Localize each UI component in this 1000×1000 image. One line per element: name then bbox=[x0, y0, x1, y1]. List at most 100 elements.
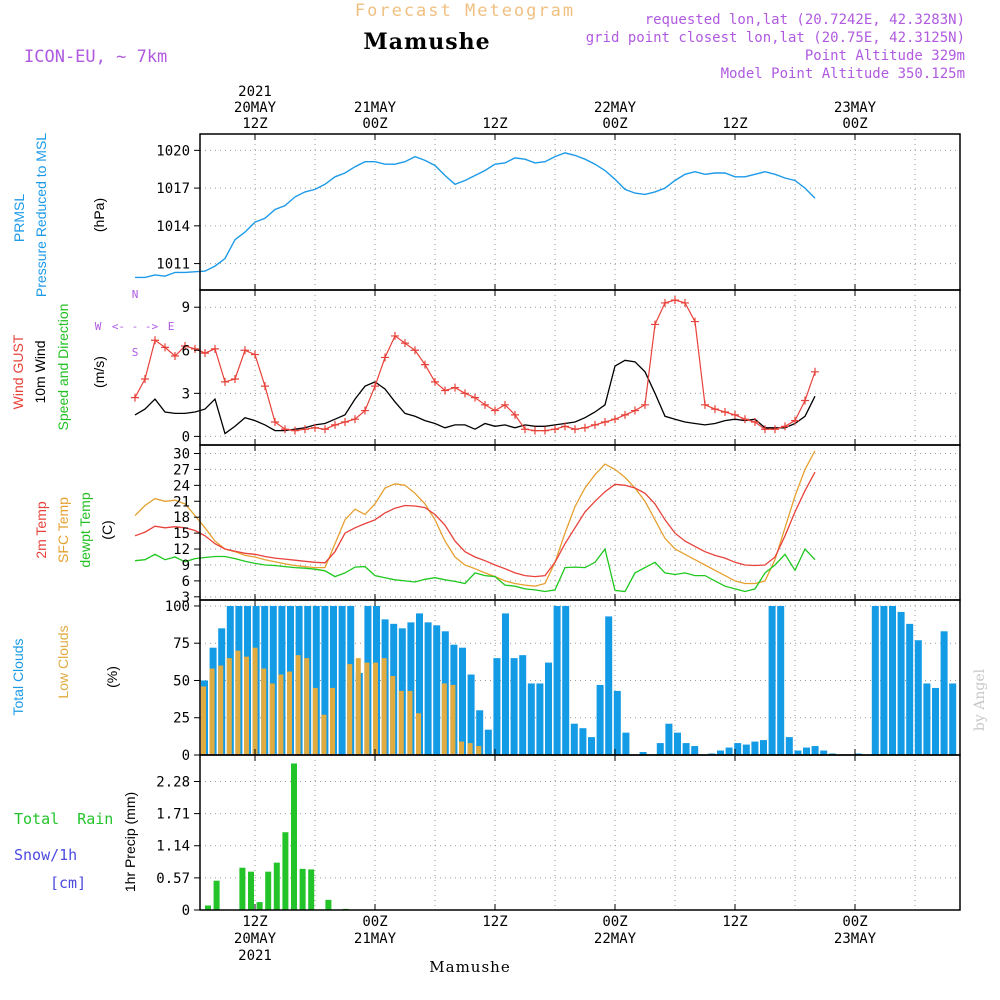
bottom-time-label: 2021 bbox=[238, 948, 272, 964]
ytick-label: 1014 bbox=[156, 219, 190, 235]
gust-point bbox=[771, 425, 779, 434]
bottom-time-label: 21MAY bbox=[354, 931, 397, 947]
temp-unit: (C) bbox=[99, 520, 115, 539]
total-cloud-bar bbox=[820, 750, 828, 755]
low-cloud-bar bbox=[450, 684, 456, 755]
ytick-label: 1.14 bbox=[156, 839, 190, 855]
low-clouds-label: Low Clouds bbox=[55, 625, 71, 698]
top-time-label: 2021 bbox=[238, 84, 272, 100]
pressure-label-prmsl: PRMSL bbox=[11, 194, 27, 242]
ytick-label: 27 bbox=[173, 462, 190, 478]
watermark: by Angel bbox=[972, 668, 988, 731]
total-cloud-bar bbox=[519, 655, 527, 755]
total-cloud-bar bbox=[493, 658, 501, 755]
gust-point bbox=[511, 410, 519, 419]
gust-point bbox=[641, 400, 649, 409]
low-cloud-bar bbox=[244, 656, 249, 755]
gust-point bbox=[361, 406, 369, 415]
total-cloud-bar bbox=[940, 631, 948, 755]
model-altitude: Model Point Altitude 350.125m bbox=[721, 66, 965, 82]
total-cloud-bar bbox=[717, 750, 724, 755]
total-cloud-bar bbox=[674, 732, 681, 755]
gust-point bbox=[311, 423, 319, 432]
ytick-label: 9 bbox=[182, 558, 190, 574]
gust-point bbox=[191, 344, 199, 353]
ytick-label: 15 bbox=[173, 526, 190, 542]
total-cloud-bar bbox=[338, 605, 346, 755]
total-cloud-bar bbox=[269, 605, 277, 755]
total-cloud-bar bbox=[803, 747, 810, 755]
top-time-label: 12Z bbox=[242, 116, 267, 132]
gust-point bbox=[561, 422, 569, 431]
ytick-label: 0.57 bbox=[156, 871, 190, 887]
pressure-unit: (hPa) bbox=[91, 198, 107, 232]
rain-bar bbox=[256, 902, 263, 910]
gust-point bbox=[341, 418, 349, 427]
top-time-label: 12Z bbox=[482, 116, 507, 132]
banner-title: Forecast Meteogram bbox=[355, 1, 575, 21]
total-cloud-bar bbox=[476, 710, 484, 755]
rain-bar bbox=[265, 871, 272, 910]
total-cloud-bar bbox=[914, 640, 922, 755]
gust-point bbox=[491, 406, 499, 415]
low-cloud-bar bbox=[347, 664, 353, 755]
total-cloud-bar bbox=[734, 743, 742, 755]
panel-frame-precip bbox=[199, 754, 961, 911]
gust-point bbox=[441, 386, 449, 395]
low-cloud-bar bbox=[252, 647, 258, 755]
gust-point bbox=[721, 407, 729, 416]
gust-point bbox=[241, 346, 249, 355]
low-cloud-bar bbox=[201, 686, 206, 755]
gust-point bbox=[571, 425, 579, 434]
frames-layer bbox=[199, 133, 961, 911]
rain-bar bbox=[205, 905, 211, 910]
low-cloud-bar bbox=[269, 683, 275, 755]
gust-point bbox=[591, 420, 599, 429]
gust-point bbox=[251, 350, 259, 359]
gust-point bbox=[621, 410, 629, 419]
location-title: Mamushe bbox=[363, 29, 490, 55]
total-cloud-bar bbox=[588, 737, 595, 755]
total-cloud-bar bbox=[742, 744, 750, 755]
gust-point bbox=[551, 425, 559, 434]
total-cloud-bar bbox=[459, 647, 466, 755]
pressure-label-group: PRMSL Pressure Reduced to MSL (hPa) bbox=[11, 133, 107, 297]
ytick-label: 0 bbox=[182, 429, 190, 445]
clouds-unit: (%) bbox=[104, 666, 120, 688]
total-cloud-bar bbox=[949, 683, 957, 755]
pressure-label-desc: Pressure Reduced to MSL bbox=[33, 133, 49, 297]
low-cloud-bar bbox=[330, 687, 335, 755]
temp-label-group: 2m Temp SFC Temp dewpt Temp (C) bbox=[33, 492, 115, 567]
total-clouds-label: Total Clouds bbox=[10, 638, 26, 715]
total-cloud-bar bbox=[553, 605, 561, 755]
ytick-label: 24 bbox=[173, 478, 190, 494]
gust-point bbox=[681, 298, 689, 307]
total-cloud-bar bbox=[579, 728, 587, 755]
total-cloud-bar bbox=[785, 737, 793, 755]
compass-s: S bbox=[132, 346, 139, 359]
temp-2m-label: 2m Temp bbox=[33, 501, 49, 559]
gust-point bbox=[321, 425, 329, 434]
gust-point bbox=[751, 418, 759, 427]
gust-point bbox=[651, 320, 659, 329]
ytick-label: 6 bbox=[182, 343, 190, 359]
gust-point bbox=[421, 360, 429, 369]
ytick-label: 2.28 bbox=[156, 774, 190, 790]
wind-unit: (m/s) bbox=[91, 356, 107, 388]
gust-point bbox=[131, 393, 139, 402]
total-cloud-bar bbox=[467, 674, 475, 755]
compass-dash: <- - -> bbox=[112, 320, 159, 333]
total-cloud-bar bbox=[596, 684, 604, 755]
gust-point bbox=[501, 400, 509, 409]
temp-dew-label: dewpt Temp bbox=[77, 492, 93, 567]
gust-point bbox=[781, 422, 789, 431]
total-cloud-bar bbox=[613, 690, 621, 755]
low-cloud-bar bbox=[390, 676, 396, 755]
compass-e: E bbox=[168, 320, 175, 333]
rain-bar bbox=[325, 899, 332, 910]
ytick-label: 0 bbox=[182, 748, 190, 764]
total-cloud-bar bbox=[777, 605, 785, 755]
gust-point bbox=[601, 418, 609, 427]
ytick-label: 30 bbox=[173, 446, 190, 462]
rain-bar bbox=[213, 880, 220, 910]
